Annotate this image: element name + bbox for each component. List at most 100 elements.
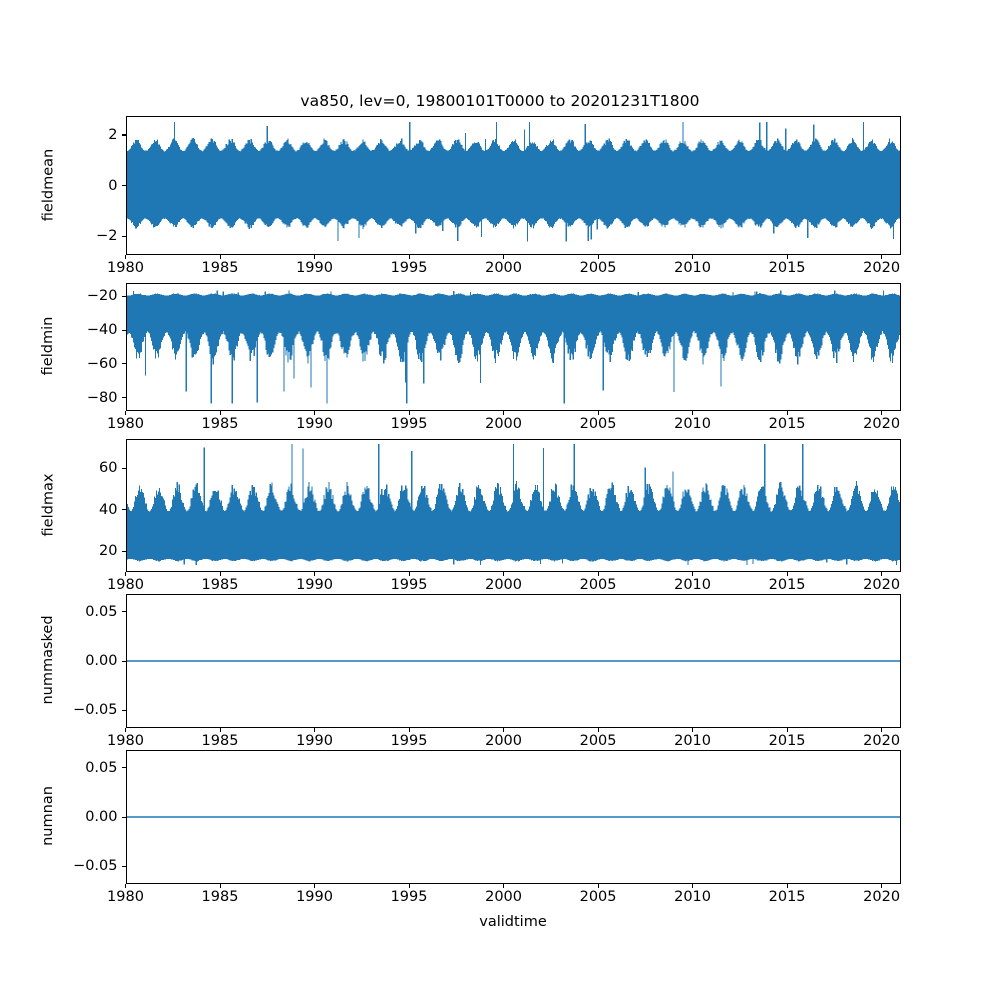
x-tick-label: 2015 (768, 260, 806, 276)
y-tick-label-numnan: 0.00 (85, 809, 118, 825)
x-tick-mark (408, 572, 410, 576)
panel-fieldmax (125, 439, 901, 572)
x-tick-mark (692, 411, 694, 415)
y-axis-label-fieldmean: fieldmean (40, 148, 56, 221)
figure-title: va850, lev=0, 19800101T0000 to 20201231T… (300, 92, 700, 110)
x-tick-mark (125, 728, 127, 732)
y-tick-mark (122, 509, 126, 511)
x-tick-label: 1990 (296, 577, 333, 593)
y-tick-mark (122, 134, 126, 136)
x-tick-label: 2020 (863, 733, 901, 749)
x-tick-label: 1985 (201, 889, 239, 905)
x-tick-label: 2010 (674, 260, 712, 276)
x-tick-mark (597, 255, 599, 259)
x-tick-mark (881, 411, 883, 415)
x-tick-mark (597, 728, 599, 732)
x-tick-mark (408, 884, 410, 888)
x-tick-mark (597, 572, 599, 576)
x-tick-mark (597, 411, 599, 415)
series-path (126, 290, 900, 404)
y-tick-mark (122, 235, 126, 237)
x-tick-label: 2005 (579, 577, 617, 593)
x-tick-mark (597, 884, 599, 888)
x-tick-label: 1980 (107, 260, 144, 276)
x-tick-label: 2010 (674, 577, 712, 593)
y-tick-label-fieldmax: 20 (99, 543, 118, 560)
x-axis-label: validtime (479, 914, 547, 930)
x-tick-mark (786, 411, 788, 415)
x-tick-label: 1980 (107, 733, 144, 749)
y-tick-label-nummasked: −0.05 (73, 702, 118, 719)
x-tick-label: 2010 (674, 416, 712, 432)
y-tick-mark (122, 660, 126, 662)
y-tick-label-nummasked: 0.05 (85, 603, 118, 620)
x-tick-label: 2000 (485, 416, 522, 432)
x-tick-mark (881, 255, 883, 259)
x-tick-label: 2005 (579, 889, 617, 905)
x-tick-label: 1990 (296, 416, 333, 432)
x-tick-label: 1985 (201, 733, 239, 749)
y-axis-label-fieldmin: fieldmin (40, 316, 56, 376)
series-nummasked (126, 660, 900, 662)
x-tick-label: 2000 (485, 733, 522, 749)
series-fieldmax (126, 444, 900, 565)
series-fieldmean (126, 121, 900, 242)
x-tick-label: 1985 (201, 260, 239, 276)
x-tick-mark (692, 884, 694, 888)
x-tick-label: 1980 (107, 889, 144, 905)
x-tick-label: 2000 (485, 260, 522, 276)
y-tick-label-fieldmin: −40 (86, 322, 118, 339)
x-tick-label: 2020 (863, 889, 901, 905)
x-tick-label: 2020 (863, 260, 901, 276)
x-tick-label: 2005 (579, 733, 617, 749)
x-tick-mark (408, 411, 410, 415)
y-tick-mark (122, 550, 126, 552)
x-tick-mark (503, 411, 505, 415)
x-tick-mark (125, 255, 127, 259)
x-tick-label: 2015 (768, 733, 806, 749)
x-tick-mark (125, 572, 127, 576)
y-tick-label-fieldmax: 60 (99, 460, 118, 477)
x-tick-mark (692, 255, 694, 259)
x-tick-label: 1995 (390, 416, 428, 432)
y-tick-mark (122, 709, 126, 711)
x-tick-label: 1990 (296, 260, 333, 276)
x-tick-label: 1980 (107, 577, 144, 593)
x-tick-mark (786, 572, 788, 576)
x-tick-mark (314, 572, 316, 576)
x-tick-label: 2005 (579, 416, 617, 432)
y-tick-label-numnan: −0.05 (73, 858, 118, 875)
y-tick-mark (122, 767, 126, 769)
y-tick-label-fieldmin: −80 (86, 389, 118, 406)
y-tick-label-fieldmin: −60 (86, 355, 118, 372)
plot-frame-nummasked (125, 594, 901, 728)
x-tick-label: 1985 (201, 577, 239, 593)
x-tick-mark (219, 728, 221, 732)
x-tick-mark (503, 884, 505, 888)
x-tick-mark (503, 728, 505, 732)
y-axis-label-numnan: numnan (40, 786, 56, 846)
x-tick-label: 2015 (768, 889, 806, 905)
y-tick-label-fieldmean: −2 (96, 228, 118, 245)
x-tick-mark (692, 572, 694, 576)
x-tick-label: 2010 (674, 889, 712, 905)
x-tick-mark (503, 572, 505, 576)
x-tick-mark (219, 572, 221, 576)
panel-fieldmin (125, 283, 901, 411)
x-tick-mark (219, 255, 221, 259)
y-axis-label-fieldmax: fieldmax (40, 473, 56, 536)
x-tick-mark (881, 728, 883, 732)
y-tick-mark (122, 397, 126, 399)
y-tick-mark (122, 816, 126, 818)
x-tick-label: 2015 (768, 577, 806, 593)
x-tick-mark (314, 728, 316, 732)
x-tick-label: 2010 (674, 733, 712, 749)
y-tick-mark (122, 329, 126, 331)
plot-frame-numnan (125, 750, 901, 884)
x-tick-mark (125, 884, 127, 888)
x-tick-mark (408, 728, 410, 732)
x-tick-mark (786, 255, 788, 259)
y-tick-label-fieldmax: 40 (99, 501, 118, 518)
y-tick-mark (122, 865, 126, 867)
